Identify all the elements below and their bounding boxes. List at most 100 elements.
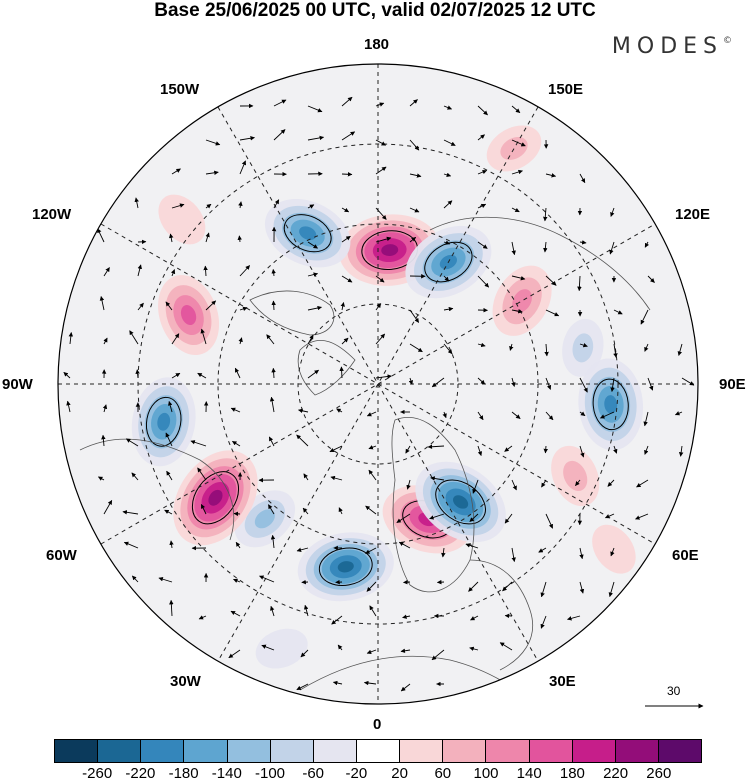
- wind-arrow: [329, 445, 343, 453]
- wind-arrow: [307, 204, 315, 209]
- graticule: [58, 64, 698, 704]
- wind-arrow: [171, 203, 185, 209]
- wind-arrow: [443, 172, 452, 177]
- wind-arrow: [604, 513, 615, 519]
- wind-arrow: [330, 475, 343, 481]
- wind-arrow: [408, 377, 413, 385]
- wind-arrow: [270, 534, 276, 549]
- logo-text: MODES: [611, 34, 723, 59]
- wind-arrow: [273, 199, 280, 209]
- wind-arrow: [66, 400, 71, 413]
- wind-arrow: [200, 328, 207, 345]
- wind-arrow: [504, 513, 513, 524]
- wind-arrow: [230, 610, 241, 617]
- wind-arrow: [609, 241, 615, 255]
- wind-arrow: [131, 472, 139, 481]
- wind-arrow: [545, 173, 557, 178]
- wind-arrow: [538, 547, 547, 553]
- wind-vectors: [63, 96, 695, 692]
- wind-arrow: [409, 173, 422, 178]
- wind-arrow: [477, 445, 483, 457]
- wind-arrow: [545, 411, 554, 421]
- wind-arrow: [579, 445, 585, 458]
- wind-arrow: [166, 470, 173, 481]
- wind-arrow: [167, 400, 173, 413]
- wind-arrow: [504, 445, 513, 452]
- wind-arrow: [567, 615, 581, 621]
- anomaly-center: [158, 194, 206, 245]
- wind-arrow: [164, 509, 173, 515]
- wind-arrow: [541, 479, 547, 488]
- wind-arrow: [678, 445, 684, 457]
- wind-arrow: [137, 302, 144, 311]
- wind-arrow: [644, 343, 649, 352]
- wind-arrow: [443, 105, 453, 110]
- wind-arrow: [477, 134, 485, 141]
- wind-arrow: [134, 197, 139, 209]
- wind-arrow: [270, 605, 275, 617]
- wind-arrow: [644, 445, 649, 455]
- wind-arrow: [68, 332, 74, 345]
- wind-arrow: [233, 511, 241, 517]
- wind-arrow: [341, 172, 353, 177]
- wind-arrow: [511, 207, 520, 213]
- anomaly-center: [578, 358, 644, 451]
- wind-arrow: [610, 377, 615, 392]
- colorbar-bin-4: [227, 740, 271, 762]
- wind-arrow: [409, 343, 423, 353]
- wind-arrow: [197, 467, 207, 481]
- colorbar-bin-0: [55, 740, 99, 762]
- wind-arrow: [472, 479, 479, 494]
- wind-arrow: [430, 476, 445, 481]
- wind-arrow: [477, 275, 490, 288]
- colorbar-bin-10: [486, 740, 530, 762]
- wind-arrow: [238, 337, 243, 345]
- wind-arrow: [543, 445, 548, 454]
- colorbar-bin-8: [400, 740, 444, 762]
- wind-arrow: [443, 240, 451, 245]
- wind-arrow: [365, 505, 377, 515]
- lon-label-180: 180: [364, 36, 390, 53]
- wind-arrow: [409, 99, 418, 107]
- colorbar-tick-label: 140: [516, 765, 542, 782]
- wind-arrow: [363, 680, 377, 686]
- wind-arrow: [544, 343, 549, 357]
- wind-arrow: [431, 377, 445, 388]
- wind-arrow: [200, 503, 207, 515]
- wind-arrow: [103, 267, 110, 277]
- wind-arrow: [681, 377, 695, 386]
- anomaly-center: [551, 445, 600, 507]
- colorbar-bin-13: [615, 740, 659, 762]
- wind-arrow: [443, 200, 453, 209]
- wind-arrow: [366, 411, 377, 417]
- wind-arrow: [636, 479, 649, 488]
- wind-arrow: [307, 334, 314, 345]
- wind-arrow: [123, 541, 139, 549]
- colorbar-tick-label: 220: [603, 765, 629, 782]
- wind-arrow: [674, 411, 683, 416]
- wind-arrow: [131, 575, 139, 583]
- wind-arrow: [406, 479, 411, 490]
- wind-arrow: [331, 615, 343, 625]
- lon-label-150w: 150W: [160, 81, 200, 98]
- wind-arrow: [502, 581, 513, 592]
- wind-arrow: [477, 169, 488, 175]
- wind-arrow: [579, 173, 586, 184]
- wind-arrow: [375, 139, 386, 146]
- wind-arrow: [545, 309, 560, 317]
- wind-arrow: [337, 644, 343, 651]
- wind-arrow: [268, 504, 275, 515]
- wind-arrow: [266, 334, 275, 345]
- wind-arrow: [135, 369, 140, 379]
- wind-arrow: [613, 309, 623, 315]
- wind-arrow: [579, 411, 586, 417]
- colorbar-tick-label: -60: [302, 765, 325, 782]
- wind-arrow: [579, 240, 587, 245]
- wind-arrow: [341, 207, 350, 213]
- wind-arrow: [477, 105, 488, 116]
- lon-label-60e: 60E: [672, 547, 699, 564]
- wind-arrow: [427, 444, 445, 449]
- wind-arrow: [443, 139, 456, 146]
- wind-arrow: [307, 105, 323, 113]
- wind-arrow: [268, 436, 275, 447]
